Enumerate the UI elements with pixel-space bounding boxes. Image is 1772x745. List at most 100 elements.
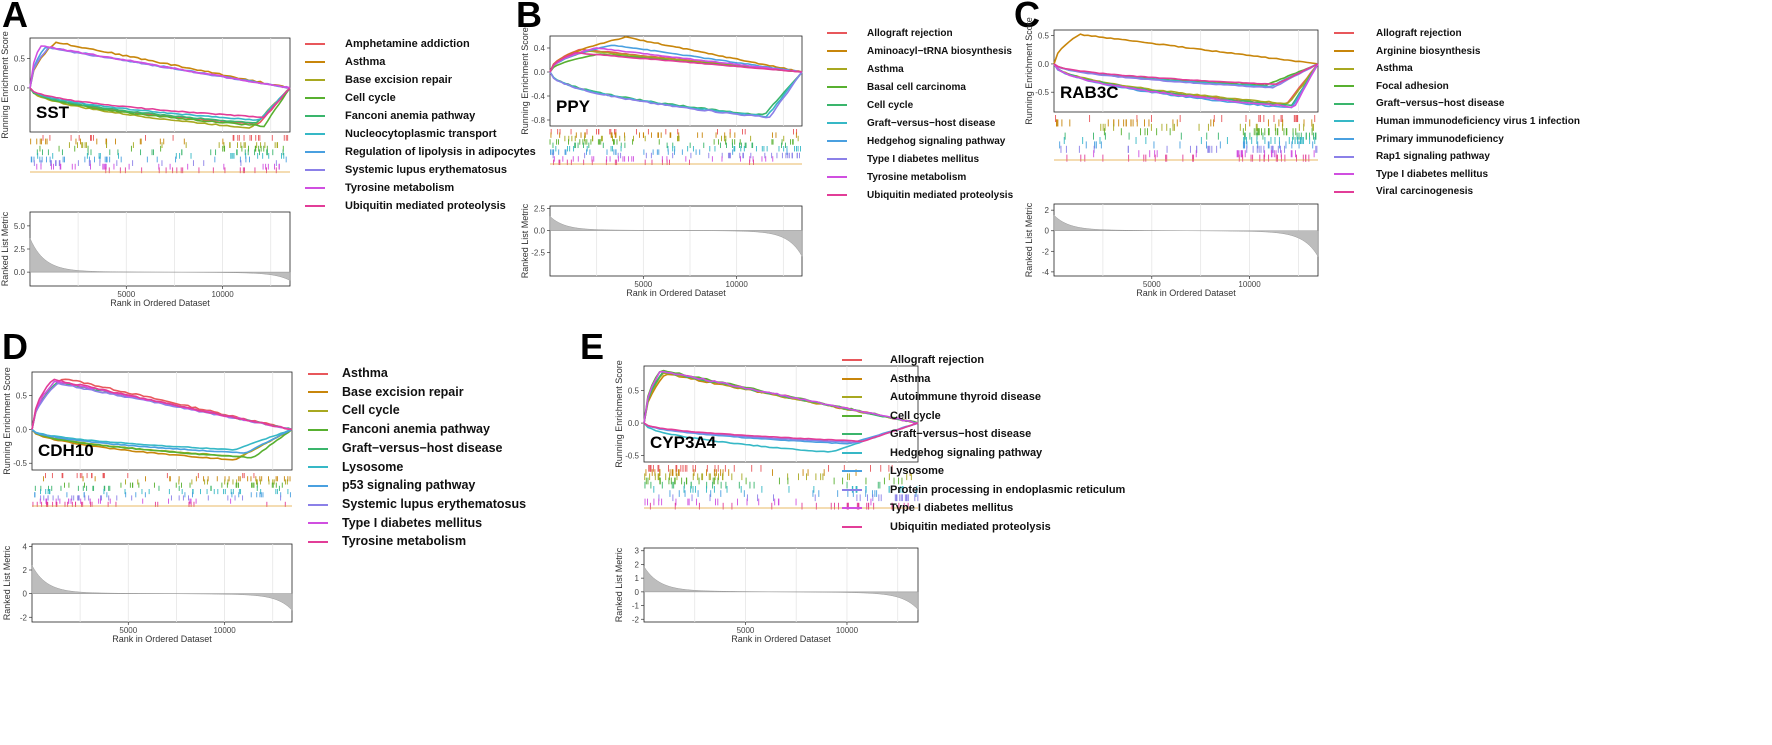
- legend-label: Allograft rejection: [890, 354, 985, 366]
- x-axis-label: Rank in Ordered Dataset: [1136, 288, 1236, 298]
- legend-item: Cell cycle: [827, 100, 913, 111]
- x-axis-label: Rank in Ordered Dataset: [112, 634, 212, 644]
- legend-item: Nucleocytoplasmic transport: [305, 128, 497, 140]
- gene-label: CDH10: [38, 441, 94, 460]
- legend-item: Arginine biosynthesis: [1334, 46, 1480, 57]
- legend-item: Asthma: [827, 64, 904, 75]
- legend-swatch: [1334, 137, 1354, 140]
- legend-swatch: [827, 32, 847, 35]
- legend-item: Tyrosine metabolism: [308, 534, 466, 548]
- legend-swatch: [827, 68, 847, 71]
- panel-letter: C: [1014, 0, 1040, 35]
- panel-B: B -0.8 -0.4 0.0 0.4 -2.5 0.0 2.5 5000 10000 Rank …: [512, 0, 1032, 330]
- es-frame: [549, 35, 803, 127]
- legend-swatch: [1334, 190, 1354, 193]
- legend-swatch: [308, 372, 328, 375]
- legend-item: Cell cycle: [305, 92, 396, 104]
- metric-tick-label: 0: [635, 588, 640, 597]
- enrichment-curve: [1053, 63, 1319, 85]
- legend-label: Asthma: [1376, 63, 1413, 75]
- legend-item: Base excision repair: [308, 385, 464, 399]
- enrichment-curve: [29, 87, 291, 124]
- enrichment-curve: [549, 47, 803, 73]
- legend-item: Focal adhesion: [1334, 81, 1449, 92]
- legend-swatch: [1334, 49, 1354, 52]
- metric-axis-label: Ranked List Metric: [520, 203, 530, 278]
- legend-label: Systemic lupus erythematosus: [342, 496, 527, 511]
- enrichment-curve: [1053, 63, 1319, 89]
- ranked-metric-area: [643, 565, 919, 611]
- legend-item: Graft−versus−host disease: [308, 441, 503, 455]
- legend-swatch: [308, 484, 328, 487]
- legend-label: Ubiquitin mediated proteolysis: [890, 520, 1051, 533]
- enrichment-curve: [1053, 63, 1319, 109]
- metric-frame: [29, 211, 291, 287]
- legend-label: Type I diabetes mellitus: [342, 515, 483, 530]
- es-tick-label: 0.5: [1038, 32, 1050, 41]
- legend-item: Aminoacyl−tRNA biosynthesis: [827, 46, 1012, 57]
- legend-swatch: [827, 194, 847, 197]
- metric-tick-label: 1: [635, 574, 640, 583]
- x-axis-label: Rank in Ordered Dataset: [731, 634, 831, 644]
- legend-label: Cell cycle: [867, 100, 914, 111]
- es-axis-label: Running Enrichment Score: [614, 360, 624, 468]
- es-axis-label: Running Enrichment Score: [520, 27, 530, 135]
- legend-item: Cell cycle: [308, 403, 400, 417]
- legend-item: Type I diabetes mellitus: [1334, 169, 1488, 180]
- legend-swatch: [308, 428, 328, 431]
- legend-item: Ubiquitin mediated proteolysis: [842, 521, 1051, 533]
- legend-item: Graft−versus−host disease: [842, 428, 1031, 440]
- legend-swatch: [1334, 67, 1354, 70]
- legend-label: Viral carcinogenesis: [1376, 186, 1474, 198]
- legend-item: Allograft rejection: [842, 354, 984, 366]
- legend-swatch: [842, 488, 862, 491]
- enrichment-curve: [31, 382, 293, 431]
- legend-item: Amphetamine addiction: [305, 38, 470, 50]
- legend-swatch: [1334, 102, 1354, 105]
- legend-label: Allograft rejection: [1376, 28, 1462, 39]
- metric-tick-label: -2: [1042, 247, 1050, 256]
- legend-label: Allograft rejection: [867, 28, 953, 39]
- legend-label: Graft−versus−host disease: [867, 118, 996, 129]
- legend-swatch: [305, 169, 325, 172]
- legend-item: Hedgehog signaling pathway: [827, 136, 1005, 147]
- legend-item: Cell cycle: [842, 410, 941, 422]
- legend-item: Fanconi anemia pathway: [308, 422, 490, 436]
- es-tick-label: 0.0: [14, 84, 26, 93]
- gsea-plot-E: -0.5 0.0 0.5 -2 -1 0 1 2 3 5000 10000 Rank in Order…: [614, 360, 919, 644]
- legend-label: Asthma: [890, 372, 931, 385]
- legend-swatch: [1334, 120, 1354, 123]
- legend-item: Tyrosine metabolism: [305, 182, 454, 194]
- legend-swatch: [308, 541, 328, 543]
- es-tick-label: 0.0: [1038, 60, 1050, 69]
- legend-label: Hedgehog signaling pathway: [890, 446, 1043, 459]
- legend-label: Lysosome: [890, 465, 945, 477]
- metric-tick-label: 3: [635, 547, 640, 556]
- legend-swatch: [827, 140, 847, 143]
- es-tick-label: -0.5: [13, 459, 27, 468]
- legend-label: Rap1 signaling pathway: [1376, 151, 1490, 163]
- legend-label: Regulation of lipolysis in adipocytes: [345, 146, 536, 158]
- legend-label: Amphetamine addiction: [345, 38, 470, 50]
- es-tick-label: 0.0: [628, 419, 640, 428]
- legend-label: Ubiquitin mediated proteolysis: [345, 200, 506, 212]
- es-axis-label: Running Enrichment Score: [0, 31, 10, 139]
- ranked-metric-area: [549, 215, 803, 258]
- legend-item: Fanconi anemia pathway: [305, 110, 475, 122]
- x-tick-label: 5000: [737, 626, 755, 635]
- gene-label: PPY: [556, 97, 591, 116]
- legend-item: Graft−versus−host disease: [827, 118, 995, 129]
- metric-tick-label: -1: [632, 602, 640, 611]
- legend-swatch: [305, 115, 325, 118]
- metric-frame: [1053, 203, 1319, 277]
- enrichment-curve: [549, 71, 803, 119]
- legend-label: Fanconi anemia pathway: [342, 422, 490, 437]
- es-tick-label: 0.0: [534, 68, 546, 77]
- x-tick-label: 5000: [119, 626, 137, 635]
- legend-swatch: [842, 396, 862, 399]
- panel-D: D -0.5 0.0 0.5 -2 0 2 4 5000 10000 Rank in Ordere…: [0, 326, 590, 745]
- legend-label: Tyrosine metabolism: [867, 172, 967, 183]
- enrichment-curve: [549, 35, 803, 73]
